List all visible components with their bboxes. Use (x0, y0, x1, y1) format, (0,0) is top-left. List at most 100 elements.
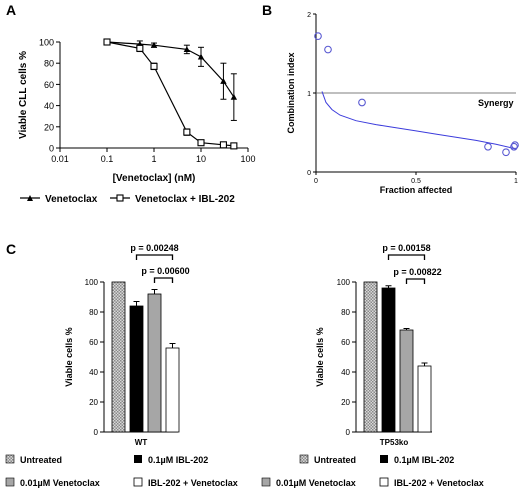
panel-a-series-line-0 (106, 41, 235, 98)
panel-a-point-combo (103, 38, 111, 46)
panel-c-tp53ko-legend: Untreated 0.1µM IBL-202 0.01µM Venetocla… (261, 454, 484, 488)
panel-b-point (502, 148, 510, 157)
panel-a-point-combo (197, 139, 205, 147)
panel-b-fit-curve (321, 91, 517, 150)
panel-c-wt-comparison-bracket (135, 254, 174, 260)
panel-b-point (314, 32, 322, 40)
panel-c-wt-bar-untreated (111, 281, 126, 433)
panel-a-point-venetoclax (220, 78, 227, 84)
panel-c-tp53ko-y-tick-label: 80 (341, 308, 350, 317)
panel-a-y-tick-label: 0 (49, 144, 54, 154)
panel-c-tp53ko-bar-untreated (363, 281, 378, 433)
panel-a-point-combo (136, 44, 144, 52)
panel-c-tp53ko-chart: 0 20 40 60 80 100 p = 0.00158 p = 0.00822 TP53… (315, 243, 442, 447)
panel-c-wt-x-label: WT (135, 438, 148, 447)
panel-c-tp53ko-y-tick-label: 20 (341, 398, 350, 407)
panel-a-y-tick-label: 40 (44, 101, 54, 111)
panel-a-point-venetoclax (230, 93, 238, 100)
panel-a-x-tick-label: 1 (151, 154, 156, 164)
legend-c-wt-ibl: 0.1µM IBL-202 (148, 455, 208, 465)
panel-b-y-label: Combination index (286, 53, 296, 134)
panel-c-wt-bar-combo (165, 347, 180, 433)
legend-c-wt-ven: 0.01µM Venetoclax (20, 478, 100, 488)
panel-c-tp53ko-bar-ibl (381, 287, 396, 433)
legend-c-wt-ven-swatch (5, 477, 15, 487)
panel-c-wt-y-tick-label: 0 (94, 428, 99, 437)
legend-a-venetoclax: Venetoclax (45, 194, 98, 205)
panel-a-x-label: [Venetoclax] (nM) (113, 173, 196, 184)
panel-a-point-combo (219, 141, 227, 149)
panel-c-wt-y-tick-label: 20 (89, 398, 98, 407)
panel-b-x-tick-label: 0 (314, 178, 318, 185)
panel-b-y-tick-label: 1 (307, 91, 311, 98)
panel-a-y-tick-label: 60 (44, 80, 54, 90)
panel-a-point-combo (150, 62, 158, 70)
panel-label-c: C (6, 241, 16, 257)
panel-c-tp53ko-p-value: p = 0.00822 (393, 267, 441, 277)
legend-a-square-icon (116, 194, 124, 202)
panel-b-y-tick-label: 0 (307, 170, 311, 177)
panel-c-tp53ko-bar-combo (417, 365, 432, 433)
panel-b-y-tick-label: 2 (307, 12, 311, 19)
panel-a-y-tick-label: 80 (44, 59, 54, 69)
panel-c-wt-bar-ibl (129, 305, 144, 433)
panel-label-a: A (6, 2, 16, 18)
panel-b-synergy-label: Synergy (478, 98, 514, 108)
panel-b-point (358, 98, 366, 107)
panel-c-wt-chart: 0 20 40 60 80 100 p = 0.00248 p = 0.00600 WT V… (64, 243, 190, 447)
legend-c-tp53-ibl-swatch (380, 455, 388, 463)
panel-c-wt-y-tick-label: 80 (89, 308, 98, 317)
panel-c-wt-y-tick-label: 40 (89, 368, 98, 377)
panel-c-tp53ko-comparison-bracket (387, 254, 426, 260)
panel-c-tp53ko-bar-venetoclax (399, 329, 414, 433)
panel-b-point (324, 45, 332, 54)
legend-c-tp53-combo-swatch (379, 477, 389, 487)
panel-b-x-tick-label: 0.5 (411, 178, 421, 185)
legend-c-wt-ibl-swatch (134, 455, 142, 463)
panel-c-tp53ko-y-tick-label: 40 (341, 368, 350, 377)
panel-b-x-tick-label: 1 (514, 178, 518, 185)
panel-c-tp53ko-y-label: Viable cells % (315, 327, 325, 386)
panel-a-point-combo (230, 142, 238, 150)
panel-c-wt-bar-venetoclax (147, 293, 162, 433)
panel-a-y-label: Viable CLL cells % (18, 51, 29, 139)
legend-c-wt-untreated: Untreated (20, 455, 62, 465)
panel-c-wt-p-value: p = 0.00248 (130, 243, 178, 253)
panel-c-tp53ko-x-label: TP53ko (380, 438, 409, 447)
legend-c-wt-combo-swatch (133, 477, 143, 487)
panel-a-x-tick-label: 0.01 (51, 154, 69, 164)
panel-b-chart: 0 1 2 0 0.5 1 Synergy Fraction affected Comb… (286, 12, 519, 195)
legend-c-tp53-ibl: 0.1µM IBL-202 (394, 455, 454, 465)
legend-c-tp53-untreated-swatch (299, 454, 309, 464)
panel-a-series-line-1 (106, 41, 234, 147)
legend-c-tp53-untreated: Untreated (314, 455, 356, 465)
panel-a-chart: 0 20 40 60 80 100 0.01 0.1 1 10 100 [Venetoclax] … (18, 38, 256, 185)
panel-b-x-label: Fraction affected (380, 185, 453, 195)
legend-c-tp53-combo: IBL-202 + Venetoclax (394, 478, 484, 488)
panel-c-wt-comparison-bracket (153, 277, 174, 283)
panel-a-y-tick-label: 20 (44, 122, 54, 132)
panel-c-wt-p-value: p = 0.00600 (141, 266, 189, 276)
panel-c-tp53ko-y-tick-label: 60 (341, 338, 350, 347)
legend-c-wt-untreated-swatch (5, 454, 15, 464)
panel-label-b: B (262, 2, 272, 18)
panel-a-point-venetoclax (183, 46, 191, 53)
legend-c-tp53-ven: 0.01µM Venetoclax (276, 478, 356, 488)
panel-a-x-tick-label: 0.1 (101, 154, 114, 164)
panel-a-x-tick-label: 10 (196, 154, 206, 164)
legend-c-wt-combo: IBL-202 + Venetoclax (148, 478, 238, 488)
panel-b-point (510, 142, 518, 151)
panel-c-tp53ko-comparison-bracket (405, 278, 426, 284)
panel-c-wt-y-tick-label: 100 (85, 278, 99, 287)
legend-a-triangle-icon (27, 195, 33, 201)
panel-a-y-tick-label: 100 (39, 38, 54, 48)
panel-a-x-tick-label: 100 (240, 154, 255, 164)
panel-a-point-venetoclax (197, 53, 205, 60)
legend-a-combo: Venetoclax + IBL-202 (135, 194, 235, 205)
panel-a-legend: Venetoclax Venetoclax + IBL-202 (20, 194, 235, 205)
panel-c-wt-legend: Untreated 0.1µM IBL-202 0.01µM Venetocla… (5, 454, 238, 488)
panel-c-tp53ko-y-tick-label: 100 (337, 278, 351, 287)
panel-c-wt-y-tick-label: 60 (89, 338, 98, 347)
panel-c-tp53ko-y-tick-label: 0 (346, 428, 351, 437)
